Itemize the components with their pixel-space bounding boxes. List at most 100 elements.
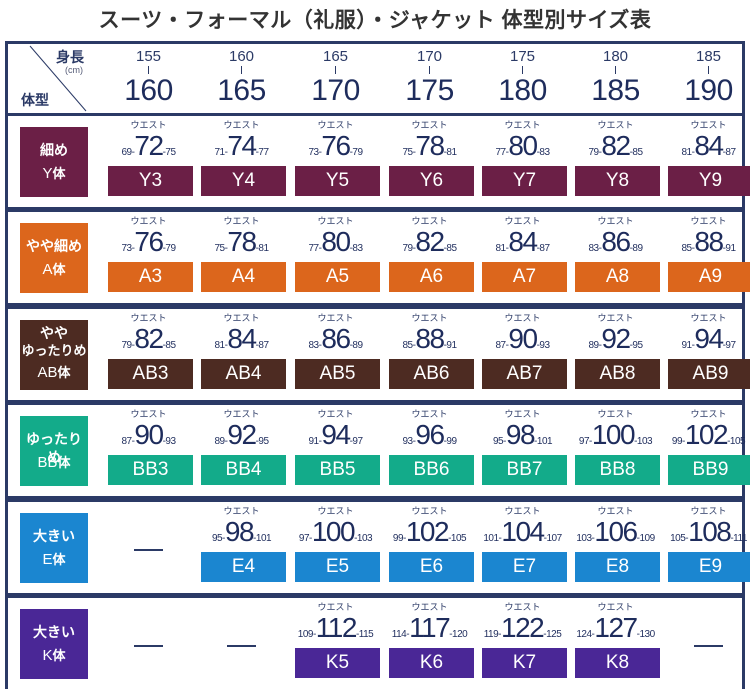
waist-max: -79: [162, 243, 176, 254]
waist-range: 87-90-93: [102, 419, 195, 451]
waist-range: 75-78-81: [195, 226, 288, 258]
waist-value: 94: [321, 419, 351, 450]
height-tick: [241, 66, 242, 74]
waist-max: -111: [730, 533, 747, 544]
size-cell: ウエスト 91-94-97 AB9: [662, 309, 750, 400]
waist-value: 100: [591, 419, 636, 450]
body-type-row: ゆったりめ BB体 ウエスト 87-90-93 BB3 ウエスト 89-92-95 BB4 ウエ…: [8, 405, 750, 496]
waist-range: 99-102-105: [662, 419, 750, 451]
size-code-badge: AB5: [295, 359, 380, 389]
size-code-badge: A7: [482, 262, 567, 292]
size-cell: [195, 598, 288, 689]
size-cell: ウエスト 87-90-93 BB3: [102, 405, 195, 496]
waist-min: 81-: [681, 147, 695, 158]
waist-min: 73-: [121, 243, 135, 254]
waist-label: ウエスト: [130, 313, 167, 323]
waist-max: -95: [255, 436, 269, 447]
waist-max: -91: [443, 340, 457, 351]
waist-label: ウエスト: [223, 120, 260, 130]
size-cell: ウエスト 119-122-125 K7: [476, 598, 569, 689]
type-label: 体型: [21, 92, 49, 108]
waist-min: 81-: [214, 340, 228, 351]
size-code-badge: E6: [389, 552, 474, 582]
waist-value: 78: [227, 226, 257, 257]
size-code-badge: E8: [575, 552, 660, 582]
waist-label: ウエスト: [411, 602, 448, 612]
body-type-suffix: 体: [57, 455, 71, 470]
size-code-badge: Y3: [108, 166, 193, 196]
unit-label: (cm): [65, 65, 83, 75]
waist-min: 69-: [121, 147, 135, 158]
waist-value: 90: [508, 323, 538, 354]
size-cell: ウエスト 79-82-85 AB3: [102, 309, 195, 400]
height-to: 180: [498, 74, 547, 107]
size-cell: ウエスト 103-106-109 E8: [569, 502, 662, 593]
waist-range: 77-80-83: [476, 130, 569, 162]
size-code-badge: Y5: [295, 166, 380, 196]
waist-label: ウエスト: [597, 120, 634, 130]
height-to: 170: [311, 74, 360, 107]
waist-min: 79-: [121, 340, 135, 351]
waist-label: ウエスト: [411, 409, 448, 419]
waist-label: ウエスト: [504, 409, 541, 419]
waist-max: -105: [727, 436, 746, 447]
waist-range: 81-84-87: [195, 323, 288, 355]
waist-label: ウエスト: [223, 409, 260, 419]
waist-min: 114-: [391, 629, 410, 640]
size-code-badge: Y9: [668, 166, 750, 196]
size-code-badge: AB4: [201, 359, 286, 389]
body-type-label: やや: [40, 325, 68, 341]
waist-value: 106: [594, 516, 638, 547]
waist-min: 101-: [483, 533, 502, 544]
body-type-suffix: 体: [57, 365, 71, 380]
size-cell: ウエスト 89-92-95 AB8: [569, 309, 662, 400]
waist-label: ウエスト: [690, 216, 727, 226]
body-type-suffix: 体: [52, 166, 66, 181]
waist-value: 82: [134, 323, 164, 354]
waist-min: 79-: [588, 147, 602, 158]
waist-min: 97-: [298, 533, 312, 544]
unavailable-dash: [134, 549, 163, 551]
waist-max: -79: [349, 147, 363, 158]
size-code-badge: BB6: [389, 455, 474, 485]
size-code-badge: AB9: [668, 359, 750, 389]
size-code-badge: Y4: [201, 166, 286, 196]
waist-max: -103: [634, 436, 653, 447]
waist-label: ウエスト: [690, 409, 727, 419]
waist-value: 100: [311, 516, 356, 547]
size-cell: ウエスト 109-112-115 K5: [289, 598, 382, 689]
waist-value: 98: [224, 516, 255, 547]
waist-max: -93: [162, 436, 176, 447]
waist-max: -130: [636, 629, 656, 640]
waist-min: 95-: [211, 533, 225, 544]
height-column-header: 160 165: [195, 44, 288, 113]
waist-max: -81: [255, 243, 269, 254]
size-code-badge: A6: [389, 262, 474, 292]
waist-min: 77-: [495, 147, 509, 158]
height-column-header: 170 175: [383, 44, 476, 113]
height-tick: [148, 66, 149, 74]
size-cell: ウエスト 91-94-97 BB5: [289, 405, 382, 496]
waist-label: ウエスト: [597, 313, 634, 323]
waist-min: 99-: [392, 533, 406, 544]
size-code-badge: AB6: [389, 359, 474, 389]
height-from: 165: [322, 48, 349, 65]
body-type-label: 細め: [40, 142, 68, 158]
height-to: 175: [405, 74, 454, 107]
waist-value: 82: [415, 226, 445, 257]
waist-range: 83-86-89: [569, 226, 662, 258]
waist-value: 78: [415, 130, 445, 161]
waist-label: ウエスト: [317, 409, 354, 419]
waist-range: 93-96-99: [383, 419, 476, 451]
waist-range: 103-106-109: [569, 516, 662, 548]
waist-range: 83-86-89: [289, 323, 382, 355]
waist-value: 117: [409, 612, 451, 643]
waist-label: ウエスト: [317, 216, 354, 226]
waist-max: -83: [349, 243, 363, 254]
body-type-label: ゆったりめ: [21, 343, 87, 358]
unavailable-dash: [227, 645, 256, 647]
waist-value: 76: [321, 130, 351, 161]
waist-label: ウエスト: [223, 313, 260, 323]
waist-range: 114-117-120: [383, 612, 476, 644]
waist-value: 72: [134, 130, 164, 161]
